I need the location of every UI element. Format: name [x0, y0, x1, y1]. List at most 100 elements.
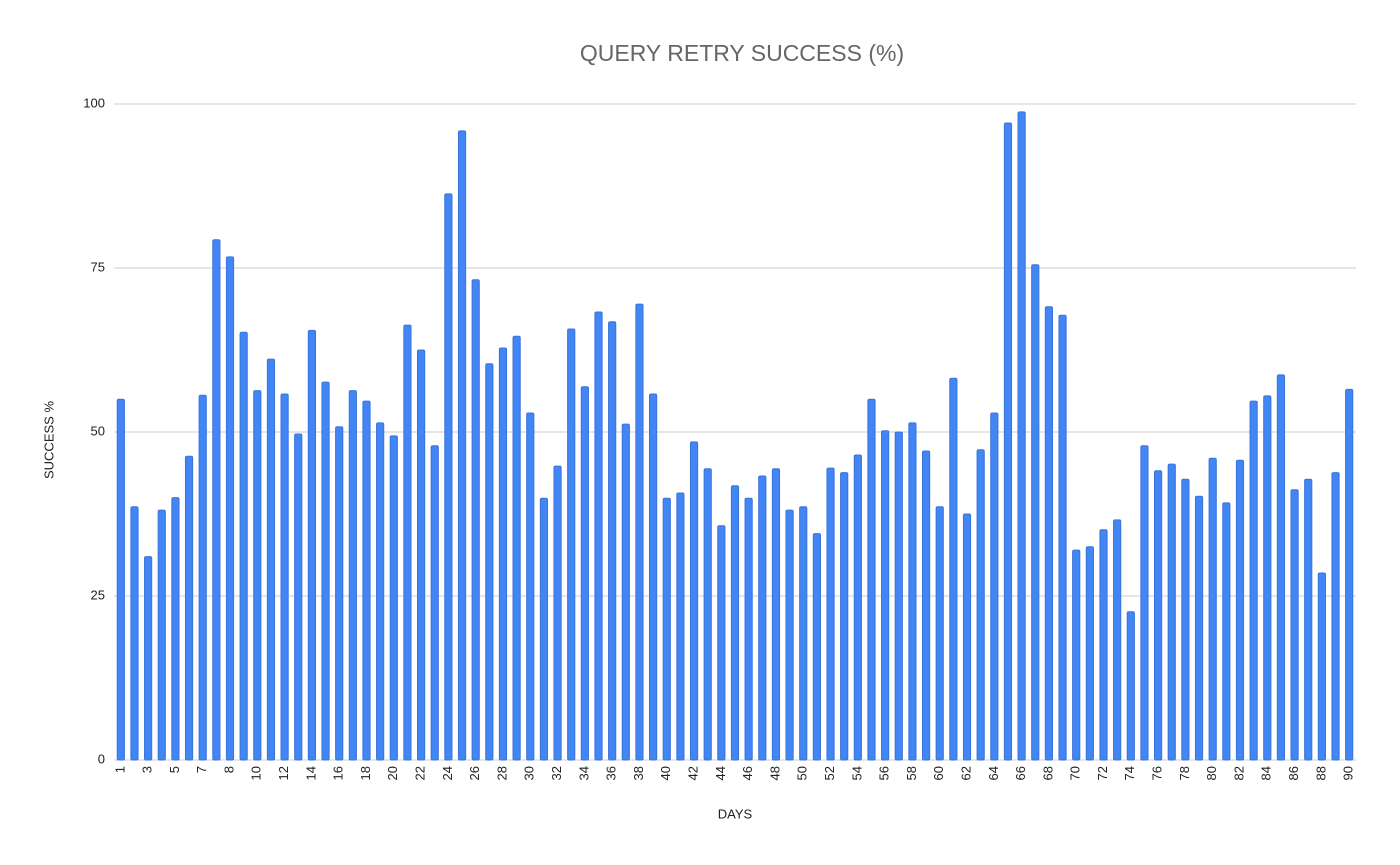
x-tick-label: 46 — [740, 766, 755, 780]
x-tick-label: 8 — [221, 766, 236, 773]
bar — [294, 433, 303, 761]
bar — [1263, 395, 1272, 761]
bar — [457, 130, 467, 761]
bar — [881, 430, 890, 761]
x-tick-label: 34 — [576, 766, 591, 780]
bar — [976, 449, 985, 761]
bar — [225, 256, 235, 761]
bar — [744, 497, 753, 761]
bar — [921, 450, 931, 761]
x-tick-label: 7 — [194, 766, 209, 773]
bar — [703, 468, 712, 761]
bar — [198, 394, 207, 761]
x-tick-label: 5 — [167, 766, 182, 773]
bar — [853, 454, 862, 761]
bar — [553, 465, 562, 761]
bar — [1290, 489, 1299, 761]
x-tick-label: 1 — [112, 766, 127, 773]
bar — [1044, 306, 1054, 761]
bar — [1331, 472, 1340, 761]
x-tick-label: 26 — [467, 766, 482, 780]
bar — [307, 329, 317, 761]
bar — [471, 279, 480, 761]
bar — [1113, 519, 1122, 761]
x-tick-label: 40 — [658, 766, 673, 780]
bar — [335, 426, 344, 761]
bar — [635, 303, 644, 761]
bar — [908, 422, 917, 761]
x-tick-label: 82 — [1231, 766, 1246, 780]
y-tick-label: 75 — [91, 259, 105, 274]
bar — [1345, 388, 1354, 761]
bar — [580, 386, 589, 761]
bar — [1208, 457, 1217, 761]
bar — [935, 506, 944, 761]
bar — [1167, 463, 1176, 761]
bar — [321, 381, 330, 761]
bar — [812, 533, 821, 761]
bar — [376, 422, 385, 761]
x-tick-label: 72 — [1095, 766, 1110, 780]
bar — [1276, 374, 1286, 761]
bar — [444, 193, 453, 761]
bar — [1317, 572, 1326, 761]
x-tick-label: 68 — [1040, 766, 1055, 780]
x-tick-label: 32 — [549, 766, 564, 780]
bar — [485, 363, 494, 761]
x-tick-label: 38 — [631, 766, 646, 780]
bar — [1072, 549, 1081, 761]
x-tick-label: 14 — [303, 766, 318, 780]
bar — [621, 423, 630, 761]
x-tick-label: 3 — [140, 766, 155, 773]
bar — [962, 513, 972, 761]
chart-title: QUERY RETRY SUCCESS (%) — [580, 40, 904, 66]
x-tick-label: 42 — [685, 766, 700, 780]
bar — [430, 445, 439, 761]
x-tick-label: 48 — [767, 766, 782, 780]
x-tick-label: 50 — [795, 766, 810, 780]
bar — [416, 349, 426, 761]
bar — [771, 468, 781, 761]
x-tick-label: 90 — [1341, 766, 1356, 780]
bar — [1222, 502, 1231, 761]
bar — [403, 324, 412, 761]
bar — [649, 393, 658, 761]
bar — [266, 358, 276, 761]
bar — [1017, 111, 1026, 761]
bar — [717, 525, 726, 761]
bar — [1140, 445, 1149, 761]
x-tick-label: 76 — [1150, 766, 1165, 780]
x-tick-label: 64 — [986, 766, 1001, 780]
x-tick-label: 66 — [1013, 766, 1028, 780]
bar — [389, 435, 398, 761]
bar — [1235, 459, 1245, 761]
y-tick-label: 50 — [91, 423, 105, 438]
bar — [1181, 478, 1190, 761]
x-tick-label: 30 — [522, 766, 537, 780]
bar — [785, 509, 794, 761]
bar — [990, 412, 999, 761]
bar — [1304, 478, 1313, 761]
bar — [212, 239, 221, 761]
bar — [1153, 470, 1163, 761]
bar — [526, 412, 535, 761]
bar — [498, 347, 508, 761]
bar — [1031, 264, 1040, 761]
bar — [730, 485, 740, 761]
x-tick-label: 28 — [494, 766, 509, 780]
bar — [1085, 546, 1094, 761]
bar — [1099, 529, 1108, 761]
bar — [949, 377, 958, 761]
x-tick-label: 56 — [877, 766, 892, 780]
x-tick-label: 70 — [1068, 766, 1083, 780]
x-tick-label: 62 — [958, 766, 973, 780]
y-tick-label: 100 — [83, 95, 105, 110]
bar — [799, 506, 808, 761]
bar — [171, 497, 180, 761]
y-tick-label: 25 — [91, 587, 105, 602]
x-tick-label: 18 — [358, 766, 373, 780]
bar — [184, 455, 194, 761]
bar — [130, 506, 139, 761]
bar — [1058, 314, 1067, 761]
